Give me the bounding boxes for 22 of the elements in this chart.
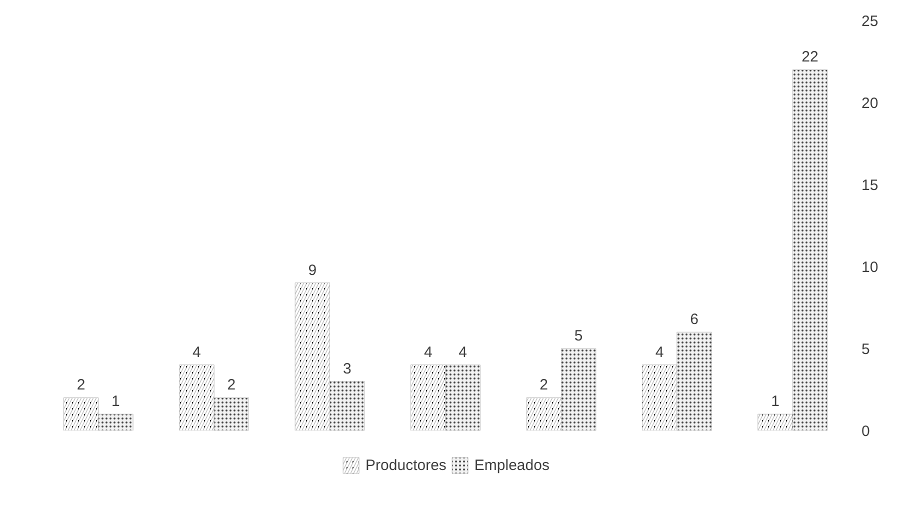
data-label: 1 bbox=[112, 393, 120, 410]
legend-label: Empleados bbox=[474, 456, 550, 474]
y-tick-label: 15 bbox=[862, 177, 878, 194]
y-tick-label: 25 bbox=[862, 13, 878, 30]
y-tick-label: 10 bbox=[862, 259, 878, 276]
data-label: 2 bbox=[76, 376, 86, 394]
data-label: 22 bbox=[802, 48, 818, 66]
legend-label: Productores bbox=[366, 456, 446, 474]
data-label: 4 bbox=[458, 344, 468, 361]
data-label: 4 bbox=[655, 344, 664, 361]
data-label: 4 bbox=[424, 344, 432, 361]
data-label: 2 bbox=[540, 376, 548, 394]
data-label: 4 bbox=[192, 344, 201, 361]
data-label: 1 bbox=[771, 393, 780, 410]
y-tick-label: 0 bbox=[862, 423, 870, 440]
y-tick-label: 5 bbox=[862, 341, 870, 358]
data-label: 2 bbox=[227, 376, 236, 394]
data-label: 9 bbox=[308, 262, 317, 279]
data-label: 6 bbox=[690, 311, 698, 328]
data-label: 5 bbox=[574, 328, 583, 344]
y-tick-label: 20 bbox=[862, 95, 878, 112]
data-label: 3 bbox=[342, 360, 352, 378]
